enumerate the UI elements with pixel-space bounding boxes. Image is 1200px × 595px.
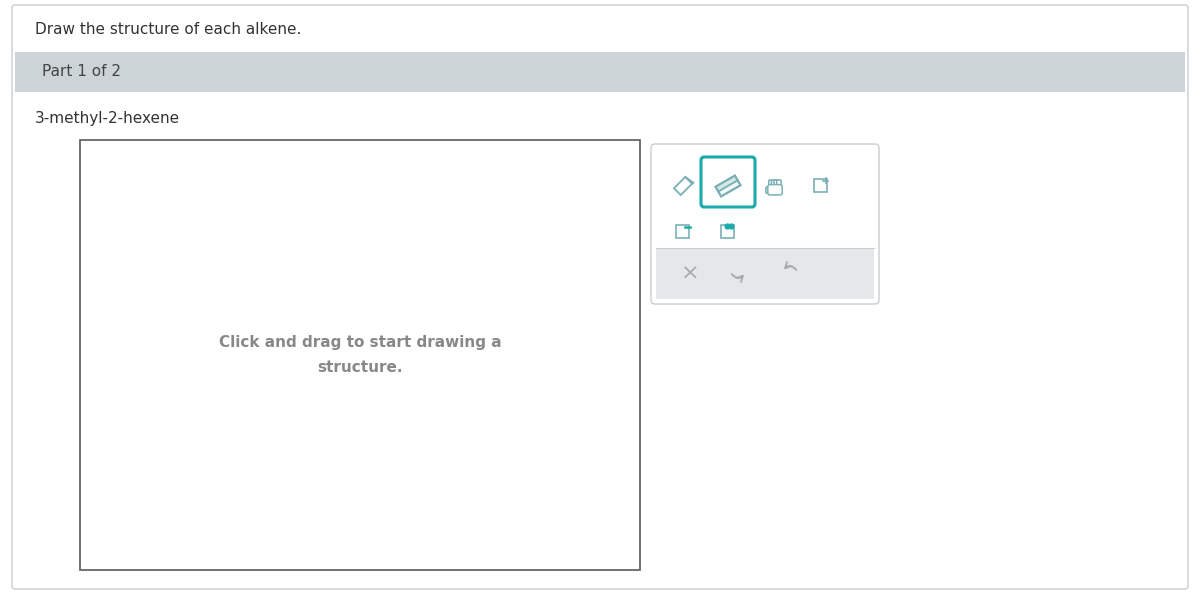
FancyBboxPatch shape: [766, 187, 772, 193]
Text: Part 1 of 2: Part 1 of 2: [42, 64, 121, 80]
Text: structure.: structure.: [317, 359, 403, 374]
FancyBboxPatch shape: [776, 180, 781, 190]
Text: Draw the structure of each alkene.: Draw the structure of each alkene.: [35, 23, 301, 37]
Polygon shape: [719, 180, 740, 196]
Bar: [80, 140, 640, 570]
Bar: [676, 225, 689, 237]
Text: ×: ×: [680, 264, 700, 284]
Bar: [656, 248, 874, 299]
FancyBboxPatch shape: [650, 144, 878, 304]
FancyBboxPatch shape: [12, 5, 1188, 589]
Polygon shape: [715, 176, 738, 192]
Bar: [815, 179, 827, 192]
FancyBboxPatch shape: [772, 180, 776, 190]
Bar: [14, 52, 1186, 92]
FancyBboxPatch shape: [701, 157, 755, 207]
FancyBboxPatch shape: [774, 180, 779, 190]
Text: Click and drag to start drawing a: Click and drag to start drawing a: [218, 336, 502, 350]
Text: 3-methyl-2-hexene: 3-methyl-2-hexene: [35, 111, 180, 126]
Bar: [721, 225, 733, 237]
FancyBboxPatch shape: [769, 180, 773, 188]
FancyBboxPatch shape: [768, 184, 782, 195]
